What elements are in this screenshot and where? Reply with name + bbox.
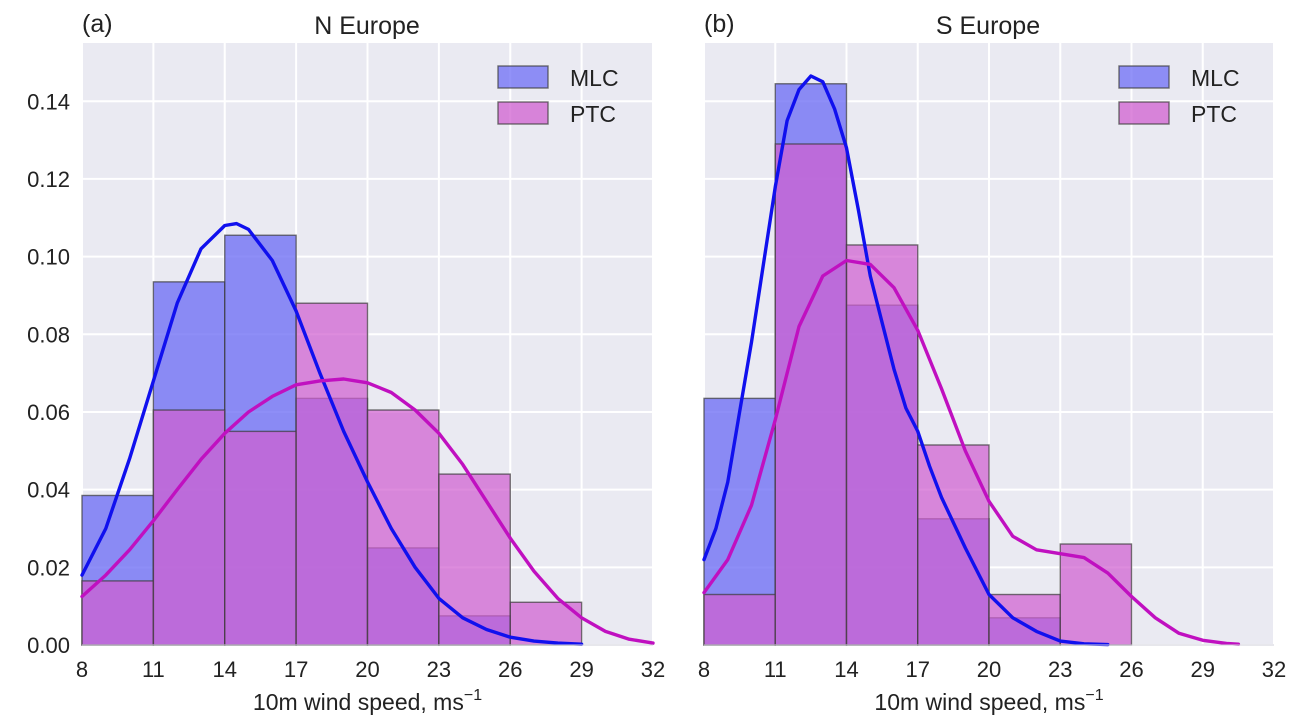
bar-ptc-14-17	[224, 430, 297, 646]
x-tick-label: 23	[427, 657, 451, 682]
y-tick-labels: 0.00 0.02 0.04 0.06 0.08 0.10 0.12 0.14	[27, 89, 70, 658]
legend-swatch-mlc	[1118, 65, 1170, 89]
panel-label: (a)	[82, 10, 113, 38]
x-tick-label: 8	[76, 657, 88, 682]
y-tick-label: 0.08	[27, 322, 70, 347]
legend: MLC PTC	[497, 65, 619, 127]
x-tick-label: 20	[977, 657, 1001, 682]
chart-title: N Europe	[314, 12, 420, 40]
y-tick-label: 0.12	[27, 167, 70, 192]
x-tick-label: 14	[834, 657, 858, 682]
bar-ptc-20-23	[366, 409, 440, 646]
x-tick-label: 17	[906, 657, 930, 682]
x-axis-title-superscript: −1	[1085, 687, 1103, 704]
kde-line-mlc	[80, 221, 584, 646]
x-tick-label: 29	[569, 657, 593, 682]
x-tick-label: 11	[764, 657, 787, 682]
y-tick-label: 0.00	[27, 633, 70, 658]
x-tick-label: 17	[284, 657, 308, 682]
panel-label: (b)	[704, 10, 735, 38]
bar-ptc-23-26	[438, 473, 511, 646]
x-tick-label: 26	[1119, 657, 1143, 682]
legend-swatch-ptc	[1118, 101, 1170, 125]
kde-line-mlc	[702, 74, 1110, 647]
kde-line-ptc	[702, 258, 1241, 646]
legend-swatch-mlc	[497, 65, 549, 89]
x-axis-title-text: 10m wind speed, ms	[253, 689, 464, 715]
kde-line-ptc	[80, 377, 655, 645]
x-tick-label: 26	[498, 657, 522, 682]
y-tick-label: 0.02	[27, 555, 70, 580]
y-tick-label: 0.06	[27, 400, 70, 425]
kde-curves	[702, 74, 1274, 647]
legend-label-ptc: PTC	[1191, 101, 1237, 127]
x-axis-title-superscript: −1	[464, 687, 482, 704]
legend-label-mlc: MLC	[570, 65, 619, 91]
histogram-bars	[703, 83, 1133, 646]
x-tick-label: 8	[698, 657, 710, 682]
bar-ptc-8-11	[703, 593, 776, 646]
x-tick-label: 29	[1191, 657, 1215, 682]
x-tick-label: 32	[1262, 657, 1286, 682]
x-tick-labels: 8 11 14 17 20 23 26 29 32	[76, 657, 665, 682]
legend: MLC PTC	[1118, 65, 1240, 127]
x-tick-label: 20	[355, 657, 379, 682]
x-axis-title: 10m wind speed, ms−1	[253, 687, 482, 715]
y-tick-label: 0.04	[27, 478, 70, 503]
y-tick-label: 0.14	[27, 89, 70, 114]
y-tick-label: 0.10	[27, 245, 70, 270]
bar-ptc-17-20	[295, 302, 369, 646]
bar-ptc-8-11	[81, 580, 155, 646]
panel-s-europe: 8 11 14 17 20 23 26 29 32 (b) S Europe 10m wind …	[698, 10, 1286, 715]
legend-label-mlc: MLC	[1191, 65, 1240, 91]
x-axis-title: 10m wind speed, ms−1	[874, 687, 1103, 715]
x-tick-labels: 8 11 14 17 20 23 26 29 32	[698, 657, 1286, 682]
x-tick-label: 11	[142, 657, 165, 682]
chart-title: S Europe	[936, 12, 1040, 40]
x-tick-label: 23	[1048, 657, 1072, 682]
x-tick-label: 32	[641, 657, 665, 682]
kde-curves	[80, 221, 655, 646]
bar-ptc-23-26	[1059, 543, 1133, 646]
legend-swatch-ptc	[497, 101, 549, 125]
bar-ptc-14-17	[845, 244, 919, 646]
bar-ptc-11-14	[152, 409, 226, 646]
legend-label-ptc: PTC	[570, 101, 616, 127]
x-tick-label: 14	[213, 657, 237, 682]
bar-ptc-11-14	[774, 143, 848, 646]
panel-n-europe: 0.00 0.02 0.04 0.06 0.08 0.10 0.12 0.14 8 11 14 17…	[27, 10, 665, 715]
x-axis-title-text: 10m wind speed, ms	[874, 689, 1085, 715]
